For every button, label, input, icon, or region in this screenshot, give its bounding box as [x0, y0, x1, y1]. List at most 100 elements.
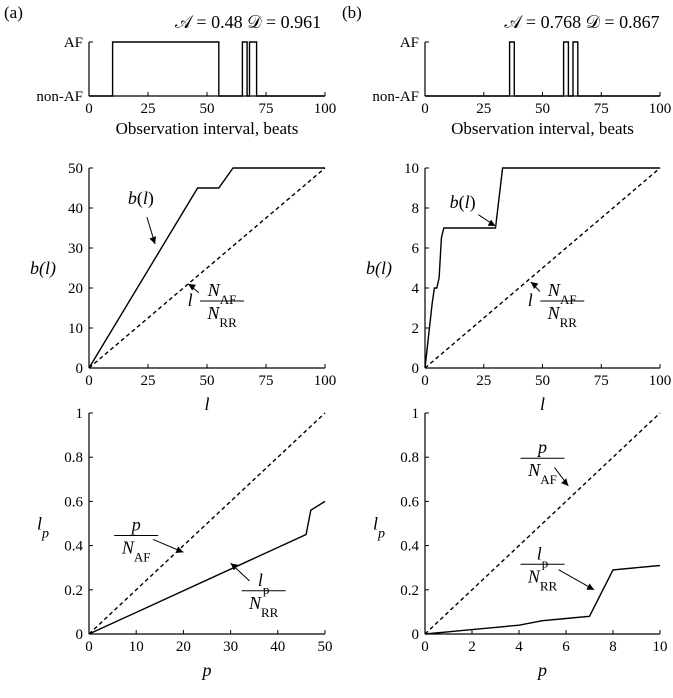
annotation: b(l) — [128, 188, 157, 245]
y-tick-label: 0 — [76, 627, 84, 643]
y-tick-label: 10 — [404, 161, 419, 177]
series-line-data — [88, 500, 326, 635]
y-tick-label: 30 — [68, 241, 83, 257]
annotation-denominator: NAF — [527, 460, 557, 487]
y-tick-label: non-AF — [36, 89, 83, 105]
x-tick-label: 50 — [535, 101, 550, 117]
arrow-head — [561, 478, 569, 486]
annotation-prefix: l — [528, 290, 533, 310]
y-tick-label: 0 — [412, 627, 420, 643]
x-axis-label: Observation interval, beats — [116, 119, 299, 138]
x-tick-label: 8 — [609, 639, 617, 655]
x-tick-label: 50 — [318, 639, 333, 655]
annotation-denominator: NRR — [248, 593, 279, 620]
y-tick-label: 0.4 — [64, 539, 83, 555]
y-tick-label: 0.2 — [64, 583, 83, 599]
y-tick-label: 50 — [68, 161, 83, 177]
annotation-label: b(l) — [128, 188, 154, 209]
y-axis-label: b(l) — [30, 258, 56, 279]
chart-1: 0 25 50 75 100 non-AF AF Observation interval, … — [36, 35, 336, 138]
y-tick-label: non-AF — [372, 89, 419, 105]
x-tick-label: 25 — [476, 373, 491, 389]
panel-a-title: 𝒜 = 0.48 𝒟 = 0.961 — [175, 12, 321, 32]
x-tick-label: 75 — [594, 101, 609, 117]
annotation-numerator: p — [130, 515, 141, 535]
x-tick-label: 50 — [535, 373, 550, 389]
x-tick-label: 20 — [176, 639, 191, 655]
y-tick-label: 2 — [412, 321, 420, 337]
panel-a-letter: (a) — [4, 3, 23, 22]
annotation: p NAF — [114, 515, 184, 565]
panel-b-letter: (b) — [342, 3, 362, 22]
y-tick-label: 0.8 — [400, 450, 419, 466]
x-tick-label: 100 — [649, 373, 672, 389]
arrow-head — [188, 284, 196, 291]
annotation-numerator: lp — [258, 570, 270, 597]
y-tick-label: AF — [400, 35, 419, 51]
x-tick-label: 0 — [421, 373, 429, 389]
y-tick-label: 0 — [76, 361, 84, 377]
x-tick-label: 100 — [314, 373, 337, 389]
y-tick-label: 8 — [412, 201, 420, 217]
y-tick-label: 0.2 — [400, 583, 419, 599]
y-axis-label: b(l) — [366, 258, 392, 279]
x-tick-label: 0 — [85, 373, 93, 389]
annotation-label: b(l) — [450, 192, 476, 213]
y-tick-label: AF — [64, 35, 83, 51]
y-tick-label: 0.4 — [400, 539, 419, 555]
x-tick-label: 0 — [421, 639, 429, 655]
x-tick-label: 2 — [468, 639, 476, 655]
arrow-head — [149, 236, 157, 244]
y-tick-label: 0.6 — [400, 494, 419, 510]
y-tick-label: 4 — [412, 281, 420, 297]
arrow-head — [586, 583, 595, 590]
y-tick-label: 0 — [412, 361, 420, 377]
x-axis-label: l — [204, 394, 209, 414]
x-tick-label: 6 — [562, 639, 570, 655]
series-line-data — [424, 564, 661, 635]
y-axis-label: lp — [373, 514, 385, 542]
annotation-denominator: NAF — [121, 538, 151, 565]
series-line-data — [88, 167, 325, 369]
x-tick-label: 100 — [314, 101, 337, 117]
x-tick-label: 10 — [129, 639, 144, 655]
series-line-data — [424, 167, 660, 369]
y-tick-label: 0.6 — [64, 494, 83, 510]
annotation-denominator: NRR — [206, 303, 237, 330]
annotation-denominator: NRR — [527, 566, 558, 593]
y-axis-label: lp — [37, 514, 49, 542]
x-axis-label: Observation interval, beats — [451, 119, 634, 138]
x-tick-label: 30 — [223, 639, 238, 655]
x-tick-label: 100 — [649, 101, 672, 117]
x-tick-label: 10 — [653, 639, 668, 655]
series-line-reference — [88, 412, 326, 635]
series-line-reference — [424, 412, 661, 635]
arrow-head — [175, 546, 184, 554]
annotation-prefix: l — [188, 290, 193, 310]
x-tick-label: 25 — [476, 101, 491, 117]
y-tick-label: 40 — [68, 201, 83, 217]
annotation: b(l) — [450, 192, 496, 227]
arrow-head — [487, 219, 496, 226]
x-tick-label: 75 — [259, 373, 274, 389]
y-tick-label: 0.8 — [64, 450, 83, 466]
series-line-reference — [424, 167, 661, 369]
arrow-head — [530, 282, 539, 290]
series-line-data — [89, 41, 325, 97]
x-tick-label: 50 — [200, 373, 215, 389]
series-line-data — [425, 41, 660, 97]
x-tick-label: 75 — [259, 101, 274, 117]
x-tick-label: 50 — [200, 101, 215, 117]
arrow-head — [230, 563, 239, 571]
x-axis-label: p — [536, 660, 547, 680]
series-line-reference — [88, 167, 326, 369]
annotation-numerator: NAF — [207, 280, 237, 307]
